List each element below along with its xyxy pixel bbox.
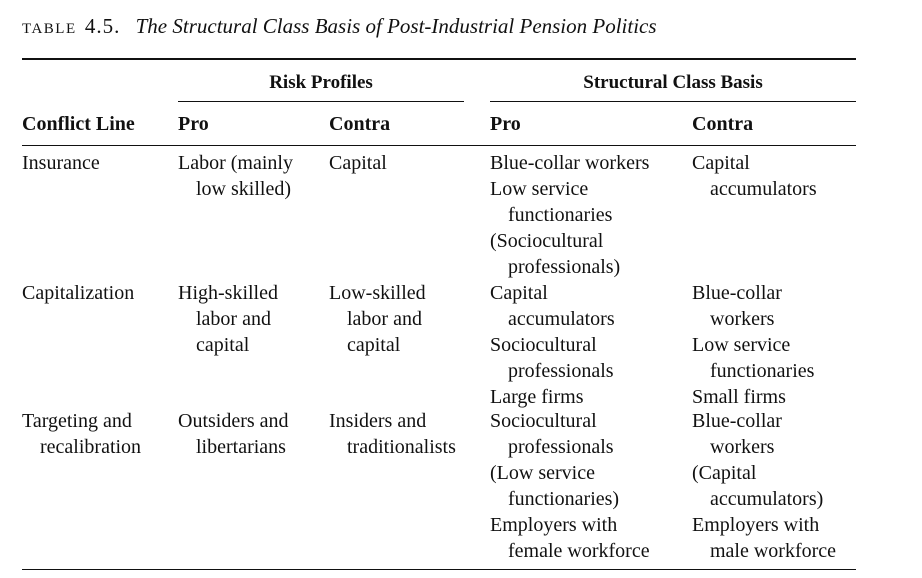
column-header-structural-pro: Pro: [490, 113, 521, 135]
cell-line: traditionalists: [347, 436, 456, 458]
cell-line: Labor (mainly: [178, 152, 293, 174]
cell-structural-pro: Sociocultural professionals (Low service…: [490, 408, 650, 564]
cell-structural-contra: Capital accumulators: [692, 150, 817, 202]
header-rule: [22, 145, 856, 146]
cell-line: Targeting and: [22, 410, 132, 432]
column-header-risk-pro: Pro: [178, 113, 209, 135]
cell-line: Low-skilled: [329, 282, 426, 304]
cell-line: labor and: [347, 308, 422, 330]
cell-line: Large firms: [490, 386, 584, 408]
table-title: The Structural Class Basis of Post-Indus…: [135, 14, 657, 38]
cell-line: male workforce: [710, 540, 837, 562]
risk-profiles-underline: [178, 101, 464, 102]
cell-line: Insurance: [22, 152, 100, 174]
cell-line: Capital: [490, 282, 548, 304]
cell-line: (Capital: [692, 462, 757, 484]
table-number: 4.5.: [84, 14, 121, 38]
cell-structural-contra: Blue-collar workers (Capital accumulator…: [692, 408, 836, 564]
cell-line: professionals: [508, 360, 614, 382]
cell-line: Blue-collar: [692, 282, 782, 304]
column-header-risk-contra: Contra: [329, 113, 391, 135]
cell-line: Low service: [692, 334, 791, 356]
cell-line: Blue-collar workers: [490, 152, 650, 174]
bottom-rule: [22, 569, 856, 570]
cell-line: functionaries: [710, 360, 815, 382]
cell-line: professionals: [508, 436, 614, 458]
cell-line: low skilled): [196, 178, 291, 200]
cell-line: workers: [710, 308, 775, 330]
cell-line: accumulators: [508, 308, 615, 330]
top-rule: [22, 58, 856, 60]
cell-line: recalibration: [40, 436, 142, 458]
cell-line: workers: [710, 436, 775, 458]
cell-line: accumulators: [710, 178, 817, 200]
cell-risk-pro: Outsiders and libertarians: [178, 408, 289, 460]
cell-line: (Low service: [490, 462, 595, 484]
cell-risk-contra: Low-skilled labor and capital: [329, 280, 426, 358]
cell-structural-pro: Capital accumulators Sociocultural profe…: [490, 280, 615, 410]
cell-line: High-skilled: [178, 282, 278, 304]
cell-line: Insiders and: [329, 410, 427, 432]
cell-line: functionaries: [508, 204, 613, 226]
cell-line: professionals): [508, 256, 621, 278]
cell-line: accumulators): [710, 488, 824, 510]
cell-line: capital: [196, 334, 250, 356]
cell-line: Low service: [490, 178, 589, 200]
cell-structural-pro: Blue-collar workers Low service function…: [490, 150, 649, 280]
table-caption: TABLE 4.5. The Structural Class Basis of…: [22, 14, 657, 39]
cell-line: Sociocultural: [490, 334, 597, 356]
cell-risk-pro: High-skilled labor and capital: [178, 280, 278, 358]
cell-line: female workforce: [508, 540, 650, 562]
cell-line: Capital: [692, 152, 750, 174]
group-header-structural-class-basis: Structural Class Basis: [583, 72, 763, 93]
table-label: TABLE: [22, 21, 77, 37]
cell-line: (Sociocultural: [490, 230, 604, 252]
cell-risk-contra: Capital: [329, 150, 387, 176]
cell-line: Employers with: [692, 514, 820, 536]
cell-line: functionaries): [508, 488, 620, 510]
cell-conflict-line: Insurance: [22, 150, 100, 176]
structural-class-underline: [490, 101, 856, 102]
cell-line: Employers with: [490, 514, 618, 536]
cell-line: Blue-collar: [692, 410, 782, 432]
cell-conflict-line: Targeting and recalibration: [22, 408, 141, 460]
cell-line: labor and: [196, 308, 271, 330]
cell-line: Capitalization: [22, 282, 135, 304]
cell-line: capital: [347, 334, 401, 356]
cell-line: libertarians: [196, 436, 286, 458]
column-header-conflict-line: Conflict Line: [22, 113, 135, 135]
cell-line: Small firms: [692, 386, 786, 408]
cell-line: Sociocultural: [490, 410, 597, 432]
cell-line: Outsiders and: [178, 410, 289, 432]
cell-risk-pro: Labor (mainly low skilled): [178, 150, 293, 202]
column-header-structural-contra: Contra: [692, 113, 754, 135]
group-header-risk-profiles: Risk Profiles: [269, 72, 373, 93]
cell-structural-contra: Blue-collar workers Low service function…: [692, 280, 814, 410]
cell-risk-contra: Insiders and traditionalists: [329, 408, 456, 460]
cell-conflict-line: Capitalization: [22, 280, 134, 306]
cell-line: Capital: [329, 152, 387, 174]
